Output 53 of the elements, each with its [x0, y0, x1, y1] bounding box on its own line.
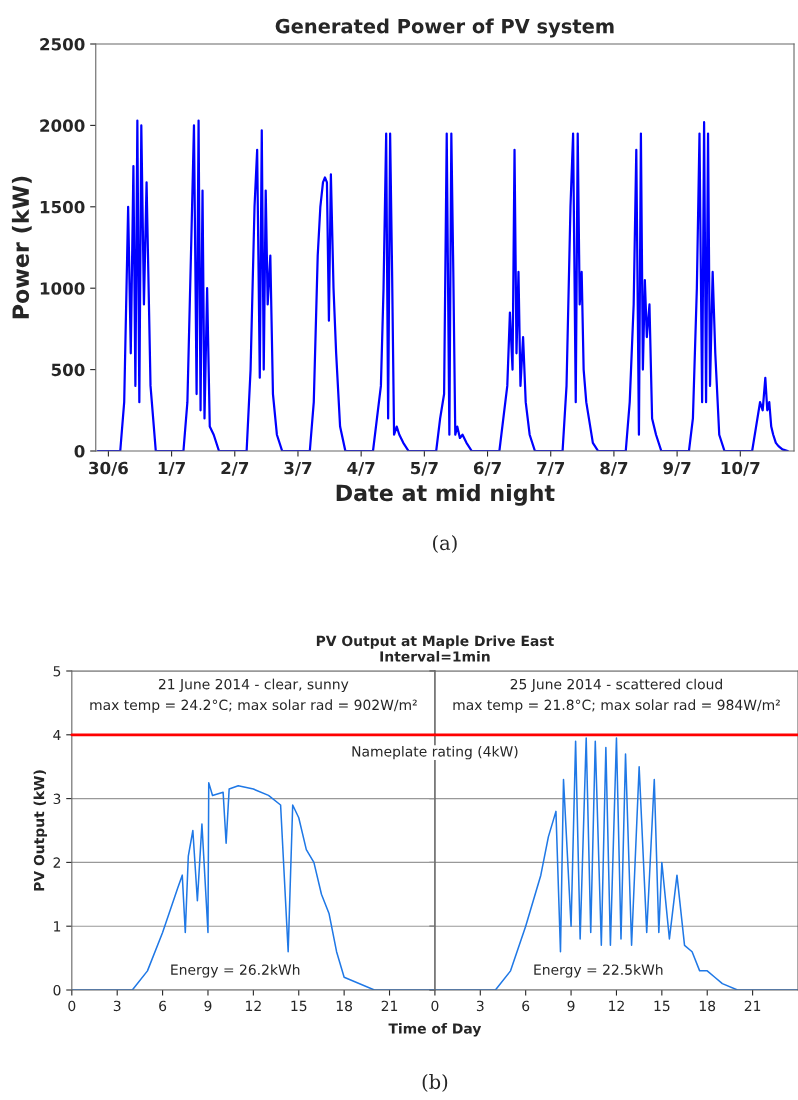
x-tick-label: 8/7: [600, 461, 628, 476]
y-tick-label: 1: [54, 921, 61, 932]
y-tick-label: 1000: [40, 282, 85, 295]
x-tick-label: 10/7: [721, 461, 760, 476]
chart-title: PV Output at Maple Drive East Interval=1min: [316, 635, 554, 662]
text: (a): [433, 535, 457, 553]
text: (b): [422, 1074, 448, 1092]
x-tick-label: 2/7: [221, 461, 249, 476]
y-axis-title: Power (kW): [11, 176, 32, 319]
x-tick-label: 0: [431, 1000, 439, 1012]
x-tick-label: 30/6: [89, 461, 128, 476]
chart-title: Generated Power of PV system: [275, 18, 614, 38]
x-tick-label: 3: [476, 1000, 484, 1012]
y-tick-label: 2: [53, 857, 61, 868]
y-tick-label: 2000: [40, 119, 85, 132]
x-tick-label: 9: [567, 1000, 575, 1012]
x-tick-label: 4/7: [347, 461, 375, 476]
x-tick-label: 1/7: [158, 461, 185, 476]
x-tick-label: 15: [654, 1000, 670, 1012]
annotation: Energy = 26.2kWh: [171, 964, 300, 978]
annotation: max temp = 24.2°C; max solar rad = 902W/m²: [90, 699, 417, 713]
y-tick-label: 0: [74, 444, 85, 458]
y-tick-label: 1500: [40, 200, 85, 214]
annotation: 25 June 2014 - scattered cloud: [510, 678, 722, 692]
x-tick-label: 21: [381, 1000, 398, 1011]
x-tick-label: 12: [246, 1000, 261, 1011]
x-tick-label: 5/7: [410, 461, 438, 476]
x-tick-label: 21: [744, 1000, 761, 1011]
x-tick-label: 18: [336, 1000, 353, 1012]
annotation: Energy = 22.5kWh: [534, 964, 663, 978]
y-tick-label: 4: [53, 729, 61, 741]
y-tick-label: 5: [53, 666, 61, 677]
y-tick-label: 3: [53, 793, 61, 805]
x-tick-label: 12: [609, 1000, 624, 1011]
y-tick-label: 500: [51, 363, 85, 377]
x-tick-label: 3: [113, 1000, 121, 1012]
x-tick-label: 9: [204, 1000, 212, 1012]
y-tick-label: 0: [53, 984, 61, 996]
annotation: max temp = 21.8°C; max solar rad = 984W/m²: [453, 699, 780, 713]
x-tick-label: 6/7: [473, 461, 501, 476]
x-tick-label: 7/7: [537, 461, 565, 476]
x-tick-label: 18: [699, 1000, 716, 1012]
x-tick-label: 6: [159, 1000, 167, 1012]
x-tick-label: 3/7: [284, 461, 312, 476]
ref-line-label: Nameplate rating (4kW): [352, 745, 518, 760]
x-axis-title: Date at mid night: [336, 484, 555, 506]
y-axis-title: PV Output (kW): [33, 770, 48, 891]
x-tick-label: 9/7: [663, 461, 691, 476]
x-axis-title: Time of Day: [388, 1023, 482, 1037]
x-tick-label: 15: [291, 1000, 307, 1012]
x-tick-label: 6: [522, 1000, 530, 1012]
y-tick-label: 2500: [40, 37, 85, 51]
annotation: 21 June 2014 - clear, sunny: [158, 678, 349, 693]
